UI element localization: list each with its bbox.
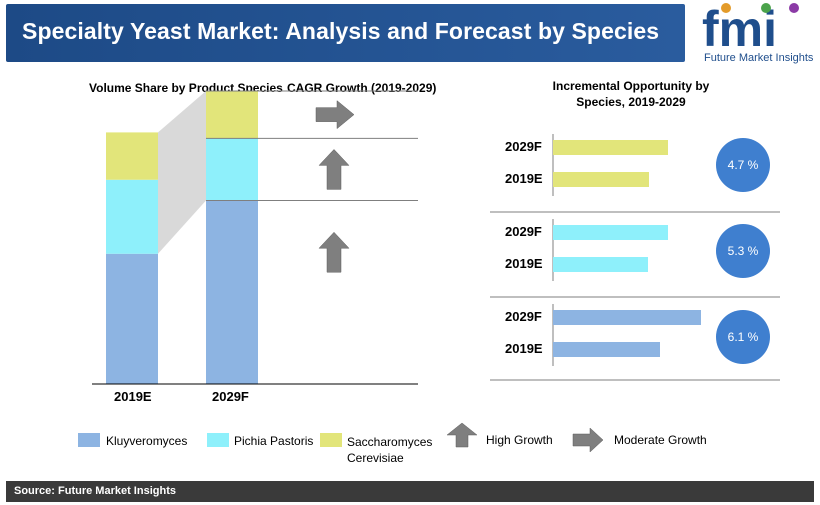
incr-label-saccharomyces-2029F: 2029F [505, 139, 542, 154]
legend-swatch-saccharomyces [320, 433, 342, 447]
incr-bar-saccharomyces-2019E [553, 172, 649, 187]
incr-label-pichia-2029F: 2029F [505, 224, 542, 239]
incr-bar-kluyveromyces-2029F [553, 310, 701, 325]
bar-2019E-pichia [106, 179, 158, 254]
legend-swatch-pichia [207, 433, 229, 447]
legend-label-saccharomyces: Saccharomyces Cerevisiae [347, 434, 432, 466]
logo-dot-purple [789, 3, 799, 13]
cagr-arrow-kluyveromyces-icon [318, 231, 350, 273]
cagr-badge-kluyveromyces: 6.1 % [716, 310, 770, 364]
legend-moderate-growth-arrow-icon [572, 427, 604, 453]
incr-bar-pichia-2019E [553, 257, 648, 272]
logo-dot-green [761, 3, 771, 13]
chart-canvas [92, 90, 780, 385]
cagr-header: CAGR Growth (2019-2029) [287, 81, 437, 95]
legend-label-moderate-growth: Moderate Growth [614, 433, 707, 447]
incremental-header-line1: Incremental Opportunity by [552, 79, 710, 93]
legend-label-kluyveromyces: Kluyveromyces [106, 434, 188, 448]
legend-swatch-kluyveromyces [78, 433, 100, 447]
logo-dot-orange [721, 3, 731, 13]
cagr-badge-pichia: 5.3 % [716, 224, 770, 278]
incr-bar-saccharomyces-2029F [553, 140, 668, 155]
source-text: Source: Future Market Insights [14, 485, 176, 497]
logo-subtitle: Future Market Insights [704, 52, 814, 64]
x-label-2029F: 2029F [212, 389, 249, 404]
cagr-arrows [206, 90, 418, 273]
incr-bar-kluyveromyces-2019E [553, 342, 660, 357]
cagr-badge-saccharomyces-value: 4.7 % [727, 158, 759, 172]
incr-label-kluyveromyces-2029F: 2029F [505, 309, 542, 324]
bar-2019E-kluyveromyces [106, 253, 158, 384]
cagr-arrow-pichia-icon [318, 149, 350, 190]
fmi-logo: fmi [702, 1, 799, 57]
source-bar [6, 481, 814, 502]
bar-2029F-pichia [206, 138, 258, 201]
title-banner [6, 4, 685, 62]
legend-high-growth-arrow-icon [446, 422, 478, 448]
cagr-badge-saccharomyces: 4.7 % [716, 138, 770, 192]
x-label-2019E: 2019E [114, 389, 152, 404]
legend-label-saccharomyces-line1: Saccharomyces [347, 435, 433, 449]
bar-2019E-saccharomyces [106, 132, 158, 180]
page-title: Specialty Yeast Market: Analysis and For… [22, 18, 660, 44]
incr-label-pichia-2019E: 2019E [505, 256, 543, 271]
incremental-header: Incremental Opportunity by Species, 2019… [536, 78, 726, 110]
bar-2029F-saccharomyces [206, 90, 258, 139]
bar-connector-shade [158, 90, 206, 254]
stacked-bar-chart [92, 90, 418, 385]
legend-label-high-growth: High Growth [486, 433, 553, 447]
legend-label-saccharomyces-line2: Cerevisiae [347, 451, 404, 465]
cagr-badge-pichia-value: 5.3 % [727, 244, 759, 258]
incremental-opportunity-chart [490, 134, 780, 381]
incr-label-saccharomyces-2019E: 2019E [505, 171, 543, 186]
legend-label-pichia: Pichia Pastoris [234, 434, 314, 448]
cagr-badge-kluyveromyces-value: 6.1 % [727, 330, 759, 344]
incremental-header-line2: Species, 2019-2029 [576, 95, 686, 109]
incr-label-kluyveromyces-2019E: 2019E [505, 341, 543, 356]
cagr-arrow-saccharomyces-icon [315, 100, 355, 130]
bar-2029F-kluyveromyces [206, 200, 258, 384]
incr-bar-pichia-2029F [553, 225, 668, 240]
